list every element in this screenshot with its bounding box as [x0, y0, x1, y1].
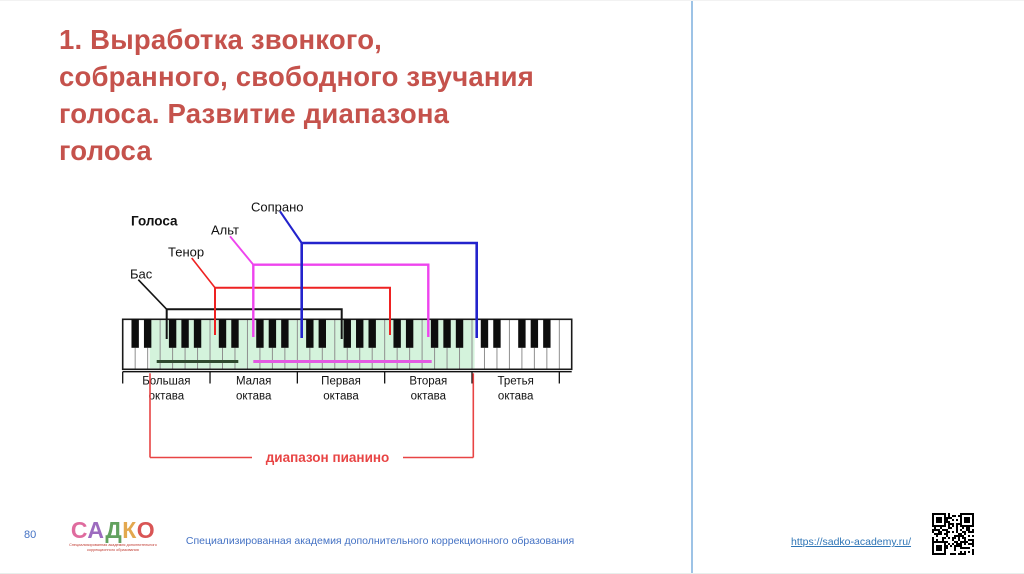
black-key	[306, 319, 314, 348]
black-key	[405, 319, 414, 348]
octave-label: Третья октава	[498, 376, 534, 403]
black-key	[443, 319, 451, 348]
page-number: 80	[24, 529, 37, 541]
octave-label: Большая октава	[142, 376, 190, 403]
website-link[interactable]: https://sadko-academy.ru/	[790, 536, 912, 548]
qr-code	[932, 513, 974, 555]
piano-range-bracket: диапазон пианино	[149, 373, 475, 465]
voice-label-alto: Альт	[211, 223, 239, 238]
octave-label: Вторая октава	[409, 376, 447, 403]
vertical-divider	[691, 1, 693, 573]
black-key	[168, 319, 177, 348]
logo-letter: Д	[105, 517, 123, 543]
black-key	[218, 319, 227, 348]
logo-letters: САДКО	[63, 518, 163, 542]
black-key	[231, 319, 239, 348]
black-key	[543, 319, 551, 348]
voice-range-bracket	[279, 210, 479, 338]
logo-letter: С	[70, 517, 88, 543]
black-key	[455, 319, 464, 348]
piano-keyboard	[121, 318, 573, 371]
black-key	[518, 319, 526, 348]
black-key	[193, 319, 202, 348]
diagram-legend-title: Голоса	[131, 214, 178, 229]
slide-title: 1. Выработка звонкого, собранного, свобо…	[59, 24, 535, 166]
black-key	[343, 319, 351, 348]
black-key	[143, 319, 152, 348]
logo-letter: О	[136, 517, 156, 543]
octave-label: Малая октава	[236, 376, 272, 403]
black-key	[393, 319, 401, 348]
black-key	[356, 319, 364, 348]
black-key	[281, 319, 289, 348]
sadko-logo: САДКО Специализированная академия дополн…	[63, 518, 163, 552]
octave-axis: Большая октава Малая октава Первая октава Втор…	[122, 371, 572, 403]
black-key	[480, 319, 489, 348]
voice-label-tenor: Тенор	[168, 245, 204, 260]
octave-label: Первая октава	[321, 376, 361, 403]
logo-letter: А	[87, 517, 106, 543]
black-key	[530, 319, 539, 348]
voice-range-bracket	[229, 235, 430, 337]
black-key	[368, 319, 376, 348]
voice-label-bass: Бас	[130, 267, 153, 282]
voice-label-soprano: Сопрано	[251, 200, 304, 215]
footer-link-wrap: https://sadko-academy.ru/	[760, 536, 942, 548]
black-key	[181, 319, 189, 348]
black-key	[430, 319, 439, 348]
logo-letter: К	[122, 517, 137, 543]
black-key	[131, 319, 139, 348]
black-key	[318, 319, 326, 348]
piano-range-label: диапазон пианино	[266, 450, 390, 465]
logo-subtext: Специализированная академия дополнительн…	[69, 543, 157, 552]
black-key	[256, 319, 264, 348]
black-key	[493, 319, 501, 348]
footer-org-name: Специализированная академия дополнительн…	[185, 535, 575, 547]
black-key	[268, 319, 277, 348]
